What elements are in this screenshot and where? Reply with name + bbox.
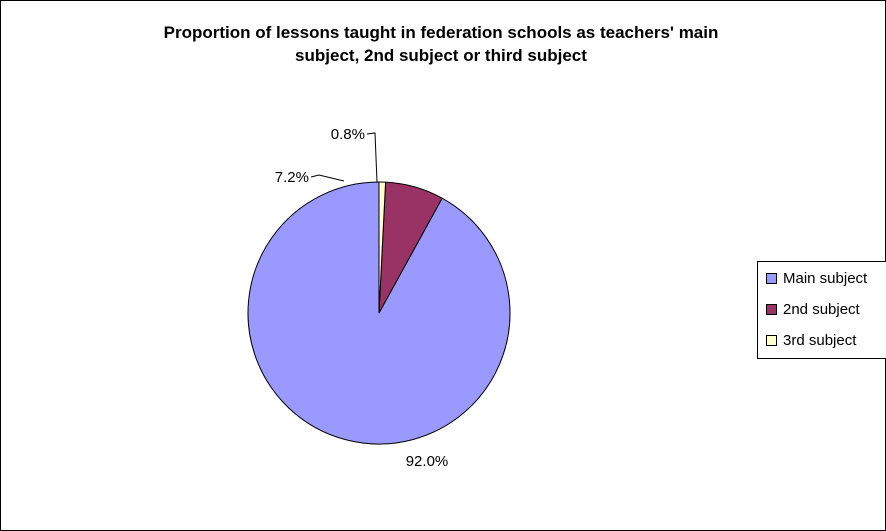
legend-swatch-main-subject bbox=[766, 272, 777, 284]
legend-label-main-subject: Main subject bbox=[783, 269, 868, 287]
leader-line-3rd-subject bbox=[366, 132, 378, 183]
legend-item-3rd-subject: 3rd subject bbox=[766, 330, 856, 350]
legend-item-main-subject: Main subject bbox=[766, 268, 867, 288]
chart-legend: Main subject 2nd subject 3rd subject bbox=[757, 261, 886, 359]
legend-label-2nd-subject: 2nd subject bbox=[783, 300, 860, 318]
legend-label-3rd-subject: 3rd subject bbox=[783, 331, 857, 349]
chart-title-line-2: subject, 2nd subject or third subject bbox=[295, 46, 587, 65]
legend-swatch-2nd-subject bbox=[766, 303, 777, 315]
leader-line-2nd-subject bbox=[310, 174, 345, 182]
data-label-3rd-subject: 0.8% bbox=[331, 126, 365, 143]
chart-title: Proportion of lessons taught in federati… bbox=[61, 21, 821, 67]
legend-swatch-3rd-subject bbox=[766, 334, 777, 346]
pie-slice-3rd-subject bbox=[378, 181, 387, 314]
chart-title-line-1: Proportion of lessons taught in federati… bbox=[163, 23, 719, 42]
data-label-main-subject: 92.0% bbox=[406, 453, 449, 470]
legend-item-2nd-subject: 2nd subject bbox=[766, 299, 860, 319]
data-label-2nd-subject: 7.2% bbox=[275, 169, 309, 186]
pie-slice-main-subject bbox=[247, 181, 511, 445]
